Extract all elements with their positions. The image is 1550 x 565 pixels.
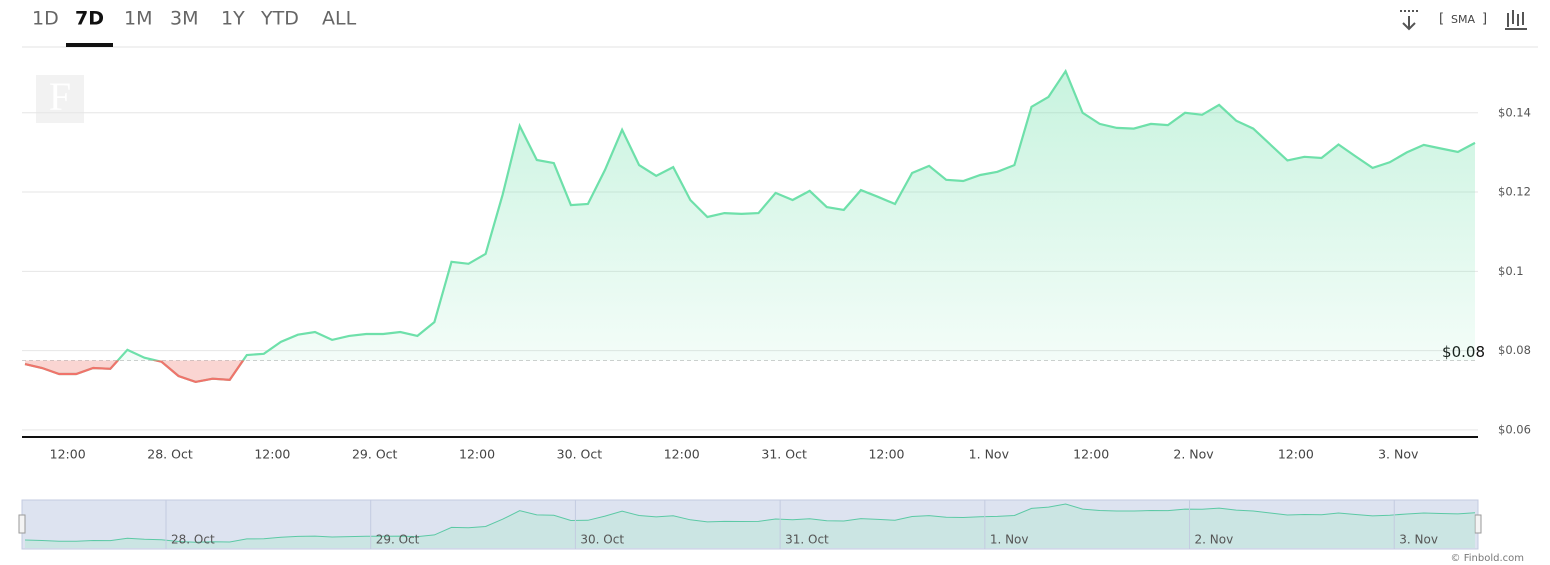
y-tick-label: $0.12 [1498, 185, 1531, 199]
navigator-label: 1. Nov [990, 533, 1029, 547]
range-tab[interactable]: 1M [124, 8, 152, 30]
x-tick-label: 1. Nov [969, 447, 1010, 462]
navigator-label: 29. Oct [376, 533, 420, 547]
x-tick-label: 12:00 [1278, 447, 1314, 462]
x-tick-label: 12:00 [664, 447, 700, 462]
sma-button[interactable]: SMA [1451, 13, 1475, 26]
range-tab[interactable]: 3M [170, 8, 198, 30]
y-tick-label: $0.06 [1498, 422, 1531, 436]
navigator-handle[interactable] [1474, 514, 1482, 534]
range-tab[interactable]: 1D [32, 8, 59, 30]
x-tick-label: 28. Oct [147, 447, 193, 462]
navigator-label: 30. Oct [580, 533, 624, 547]
x-tick-label: 29. Oct [352, 447, 398, 462]
area-above [117, 71, 1475, 361]
x-tick-label: 12:00 [1073, 447, 1109, 462]
navigator-handle[interactable] [18, 514, 26, 534]
logo-box [36, 75, 84, 123]
navigator-label: 31. Oct [785, 533, 829, 547]
navigator-label: 3. Nov [1399, 533, 1438, 547]
active-tab-underline [66, 43, 113, 47]
navigator-line [24, 503, 1476, 543]
x-tick-label: 3. Nov [1378, 447, 1419, 462]
logo: F [49, 74, 71, 119]
area-below [25, 360, 244, 382]
range-tab[interactable]: YTD [260, 8, 299, 30]
x-tick-label: 2. Nov [1173, 447, 1214, 462]
y-tick-label: $0.1 [1498, 264, 1524, 278]
y-tick-label: $0.14 [1498, 105, 1531, 119]
download-icon[interactable] [1400, 10, 1419, 31]
bracket: [ [1439, 12, 1444, 27]
navigator-label: 2. Nov [1195, 533, 1234, 547]
candles-icon[interactable] [1505, 10, 1527, 30]
range-tab[interactable]: 7D [75, 8, 104, 30]
bracket: ] [1482, 12, 1487, 27]
navigator-area [25, 504, 1475, 548]
credit: © Finbold.com [1451, 553, 1524, 564]
x-tick-label: 31. Oct [761, 447, 807, 462]
y-tick-label: $0.08 [1498, 343, 1531, 357]
x-tick-label: 12:00 [459, 447, 495, 462]
range-tab[interactable]: ALL [322, 8, 357, 30]
x-tick-label: 12:00 [868, 447, 904, 462]
x-tick-label: 30. Oct [557, 447, 603, 462]
range-tab[interactable]: 1Y [221, 8, 245, 30]
x-tick-label: 12:00 [254, 447, 290, 462]
x-tick-label: 12:00 [50, 447, 86, 462]
price-line [24, 68, 1476, 384]
navigator-label: 28. Oct [171, 533, 215, 547]
